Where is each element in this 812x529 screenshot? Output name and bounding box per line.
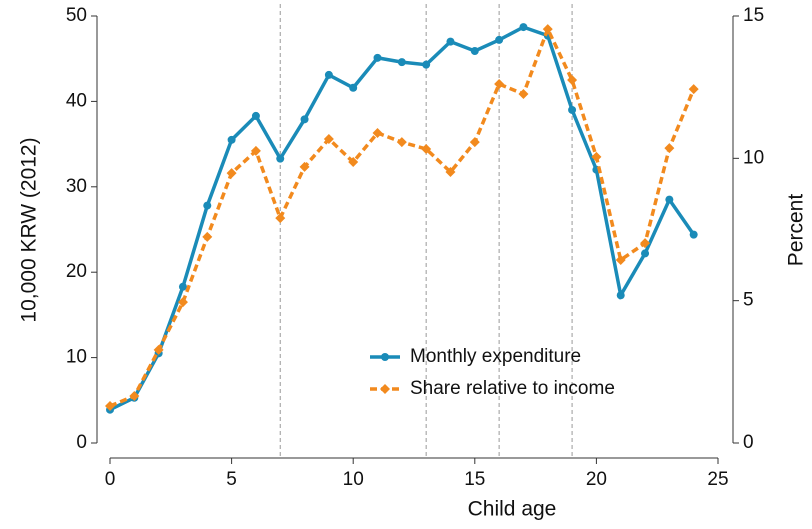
legend-label: Share relative to income [410, 378, 615, 399]
marker [105, 400, 115, 411]
marker [227, 135, 236, 144]
marker [664, 143, 675, 154]
marker [494, 79, 505, 90]
marker [372, 127, 383, 138]
marker [519, 23, 528, 32]
marker [203, 201, 212, 210]
marker [616, 291, 625, 300]
marker [469, 137, 480, 148]
marker [422, 60, 431, 69]
marker [177, 297, 188, 308]
x-tick-label: 5 [226, 469, 237, 490]
marker [348, 157, 359, 168]
marker [421, 143, 432, 154]
marker [495, 35, 504, 44]
y-tick-label: 30 [66, 176, 87, 197]
marker [202, 231, 213, 242]
y-tick-label: 0 [76, 432, 87, 453]
legend-label: Monthly expenditure [410, 346, 581, 367]
marker [250, 145, 261, 156]
marker [396, 137, 407, 148]
marker [641, 249, 650, 258]
marker [276, 154, 285, 163]
legend-marker [381, 353, 389, 361]
marker [323, 133, 334, 144]
marker [689, 230, 698, 239]
y-tick-label: 20 [66, 261, 87, 282]
y2-tick-label: 10 [743, 147, 764, 168]
marker [470, 47, 479, 56]
y-axis-label: 10,000 KRW (2012) [18, 137, 41, 322]
marker [129, 391, 140, 402]
marker [153, 344, 164, 355]
y-tick-label: 10 [66, 347, 87, 368]
marker [446, 37, 455, 46]
y-tick-label: 40 [66, 90, 87, 111]
x-axis-label: Child age [468, 498, 557, 521]
marker [445, 166, 456, 177]
marker [373, 53, 382, 62]
marker [397, 58, 406, 67]
marker [299, 161, 310, 172]
marker [300, 115, 309, 124]
legend-marker [380, 384, 390, 394]
marker [542, 24, 553, 35]
marker [349, 83, 358, 92]
marker [518, 88, 529, 99]
x-tick-label: 15 [464, 469, 485, 490]
marker [591, 151, 602, 162]
marker [665, 195, 674, 204]
marker [275, 213, 286, 224]
x-tick-label: 25 [707, 469, 728, 490]
y-tick-label: 50 [66, 5, 87, 26]
marker [567, 75, 578, 86]
marker [688, 84, 699, 95]
y2-tick-label: 5 [743, 290, 754, 311]
y2-tick-label: 0 [743, 432, 754, 453]
x-tick-label: 10 [343, 469, 364, 490]
y2-tick-label: 15 [743, 5, 764, 26]
marker [640, 238, 651, 249]
marker [615, 254, 626, 265]
marker [324, 70, 333, 79]
marker [178, 282, 187, 291]
marker [226, 168, 237, 179]
y2-axis-label: Percent [785, 194, 808, 267]
marker [568, 105, 577, 114]
x-tick-label: 20 [586, 469, 607, 490]
marker [251, 111, 260, 120]
series-line [109, 25, 696, 412]
x-tick-label: 0 [105, 469, 116, 490]
